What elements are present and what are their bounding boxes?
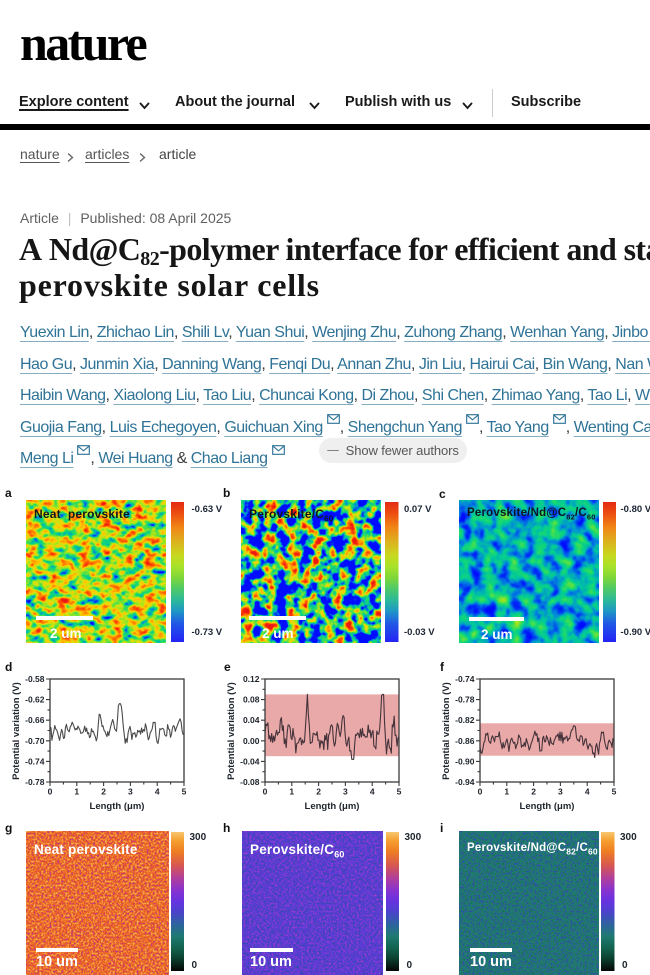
svg-text:Potential variation (V): Potential variation (V) <box>441 682 452 780</box>
svg-text:0: 0 <box>263 787 268 797</box>
svg-text:Length (μm): Length (μm) <box>305 801 360 812</box>
svg-text:0: 0 <box>478 787 483 797</box>
svg-text:2: 2 <box>316 787 321 797</box>
svg-text:-0.74: -0.74 <box>455 674 475 684</box>
svg-text:3: 3 <box>128 787 133 797</box>
svg-text:5: 5 <box>612 787 617 797</box>
svg-text:5: 5 <box>397 787 402 797</box>
svg-text:2: 2 <box>531 787 536 797</box>
svg-text:0.12: 0.12 <box>243 674 260 684</box>
svg-text:-0.66: -0.66 <box>25 715 45 725</box>
svg-text:0: 0 <box>48 787 53 797</box>
svg-text:1: 1 <box>74 787 79 797</box>
svg-text:4: 4 <box>370 787 375 797</box>
svg-text:1: 1 <box>289 787 294 797</box>
svg-text:-0.82: -0.82 <box>455 715 475 725</box>
svg-text:-0.70: -0.70 <box>25 736 45 746</box>
svg-text:-0.78: -0.78 <box>455 695 475 705</box>
svg-text:0.04: 0.04 <box>243 715 260 725</box>
svg-text:-0.58: -0.58 <box>25 674 45 684</box>
svg-text:Length (μm): Length (μm) <box>520 801 575 812</box>
svg-text:-0.74: -0.74 <box>25 756 45 766</box>
svg-text:-0.04: -0.04 <box>240 756 260 766</box>
svg-text:0.08: 0.08 <box>243 695 260 705</box>
svg-text:-0.86: -0.86 <box>455 736 475 746</box>
svg-text:Potential variation (V): Potential variation (V) <box>226 682 237 780</box>
svg-text:4: 4 <box>155 787 160 797</box>
svg-text:2: 2 <box>101 787 106 797</box>
svg-text:-0.94: -0.94 <box>455 777 475 787</box>
svg-text:-0.62: -0.62 <box>25 695 45 705</box>
svg-text:4: 4 <box>585 787 590 797</box>
svg-text:Potential variation (V): Potential variation (V) <box>11 682 22 780</box>
svg-text:3: 3 <box>343 787 348 797</box>
svg-text:-0.08: -0.08 <box>240 777 260 787</box>
svg-text:Length (μm): Length (μm) <box>90 801 145 812</box>
svg-text:1: 1 <box>504 787 509 797</box>
svg-text:0.00: 0.00 <box>243 736 260 746</box>
svg-text:-0.90: -0.90 <box>455 756 475 766</box>
svg-text:-0.78: -0.78 <box>25 777 45 787</box>
svg-text:5: 5 <box>182 787 187 797</box>
svg-text:3: 3 <box>558 787 563 797</box>
